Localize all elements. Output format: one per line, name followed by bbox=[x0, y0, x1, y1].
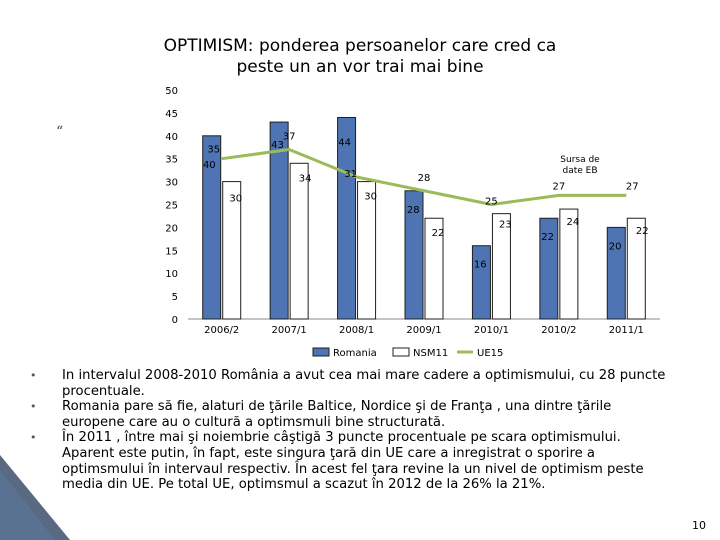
bullet-item: • In intervalul 2008-2010 România a avut… bbox=[30, 368, 710, 399]
y-tick-label: 20 bbox=[165, 223, 178, 234]
y-tick-label: 0 bbox=[172, 315, 178, 326]
y-tick-label: 10 bbox=[165, 269, 178, 280]
data-label-romania: 22 bbox=[541, 232, 554, 243]
x-tick-label: 2009/1 bbox=[406, 325, 441, 336]
x-tick-label: 2008/1 bbox=[339, 325, 374, 336]
data-label-romania: 44 bbox=[338, 137, 351, 148]
bullet-text: Aparent este putin, în fapt, este singur… bbox=[62, 445, 595, 461]
data-label-romania: 16 bbox=[474, 260, 487, 271]
data-label-nsm11: 30 bbox=[229, 194, 242, 205]
data-label-nsm11: 34 bbox=[299, 173, 312, 184]
bar-nsm11 bbox=[222, 181, 242, 320]
bullet-dot-icon: • bbox=[30, 431, 37, 445]
chart-svg: 0 5 10 15 20 25 30 35 40 45 50 2006/2 2007/1 2008/1 20… bbox=[165, 86, 660, 359]
legend-label-romania: Romania bbox=[333, 348, 377, 359]
data-label-ue15: 25 bbox=[485, 197, 498, 208]
y-tick-label: 15 bbox=[165, 246, 178, 257]
bar-romania bbox=[269, 121, 289, 320]
bar-nsm11 bbox=[626, 217, 646, 320]
data-label-ue15: 27 bbox=[552, 181, 565, 192]
chart-title: OPTIMISM: ponderea persoanelor care cred… bbox=[110, 36, 610, 78]
bullet-text: optimsmului în intervaul respectiv. În a… bbox=[62, 461, 644, 477]
x-tick-label: 2010/2 bbox=[541, 325, 576, 336]
data-label-nsm11: 30 bbox=[364, 192, 377, 203]
data-label-nsm11: 22 bbox=[636, 226, 649, 237]
bar-nsm11 bbox=[289, 162, 309, 320]
legend-label-ue15: UE15 bbox=[477, 348, 503, 359]
bar-nsm11 bbox=[357, 181, 377, 320]
page-number: 10 bbox=[692, 519, 706, 532]
source-annotation: Sursa de bbox=[560, 155, 600, 165]
bullet-text: In intervalul 2008-2010 România a avut c… bbox=[62, 368, 666, 383]
bar-romania bbox=[404, 190, 424, 320]
x-tick-label: 2011/1 bbox=[609, 325, 644, 336]
bar-romania bbox=[202, 135, 222, 320]
line-ue15 bbox=[221, 148, 627, 206]
x-tick-label: 2010/1 bbox=[474, 325, 509, 336]
bullet-text: europene care au o cultură a optimsmuli … bbox=[62, 414, 446, 430]
bullet-text: În 2011 , între mai şi noiembrie câştigă… bbox=[62, 430, 621, 446]
data-label-romania: 40 bbox=[203, 160, 216, 171]
bar-romania bbox=[337, 116, 357, 320]
y-tick-label: 35 bbox=[165, 155, 178, 166]
legend-swatch-romania bbox=[312, 347, 330, 357]
bullet-text: procentuale. bbox=[62, 383, 145, 399]
y-tick-label: 5 bbox=[172, 292, 178, 303]
bullet-list: • In intervalul 2008-2010 România a avut… bbox=[30, 368, 710, 493]
bar-romania bbox=[539, 217, 559, 320]
bullet-text: Romania pare să fie, alaturi de ţările B… bbox=[62, 399, 612, 415]
title-line-2: peste un an vor trai mai bine bbox=[236, 57, 484, 77]
data-label-nsm11: 23 bbox=[499, 220, 512, 231]
x-tick-label: 2006/2 bbox=[204, 325, 239, 336]
bullet-dot-icon: • bbox=[30, 369, 37, 382]
y-tick-label: 50 bbox=[165, 86, 178, 97]
data-label-romania: 20 bbox=[609, 241, 622, 252]
data-label-ue15: 28 bbox=[418, 173, 431, 184]
bullet-dot-icon: • bbox=[30, 400, 37, 414]
y-tick-label: 45 bbox=[165, 109, 178, 120]
data-label-romania: 28 bbox=[407, 205, 420, 216]
data-label-ue15: 27 bbox=[626, 181, 639, 192]
source-annotation: date EB bbox=[562, 166, 597, 176]
data-label-romania: 43 bbox=[271, 140, 284, 151]
y-tick-label: 40 bbox=[165, 132, 178, 143]
legend-label-nsm11: NSM11 bbox=[413, 348, 448, 359]
legend-swatch-nsm11 bbox=[392, 347, 410, 357]
data-label-ue15: 37 bbox=[283, 132, 296, 143]
bar-nsm11 bbox=[559, 208, 579, 320]
y-tick-label: 30 bbox=[165, 178, 178, 189]
data-label-ue15: 35 bbox=[207, 145, 220, 156]
bar-romania bbox=[471, 245, 491, 320]
title-line-1: OPTIMISM: ponderea persoanelor care cred… bbox=[163, 36, 557, 56]
bullet-text: media din UE. Pe total UE, optimsmul a s… bbox=[62, 477, 546, 493]
data-label-nsm11: 24 bbox=[566, 217, 579, 228]
data-label-ue15: 31 bbox=[344, 169, 357, 180]
bar-nsm11 bbox=[424, 217, 444, 320]
quote-icon: “ bbox=[56, 124, 64, 140]
x-tick-label: 2007/1 bbox=[272, 325, 307, 336]
bullet-item: • Romania pare să fie, alaturi de ţările… bbox=[30, 399, 710, 430]
bar-romania bbox=[606, 226, 626, 320]
bar-nsm11 bbox=[491, 213, 511, 320]
bullet-item: • În 2011 , între mai şi noiembrie câşti… bbox=[30, 430, 710, 492]
y-tick-label: 25 bbox=[165, 201, 178, 212]
data-label-nsm11: 22 bbox=[432, 228, 445, 239]
